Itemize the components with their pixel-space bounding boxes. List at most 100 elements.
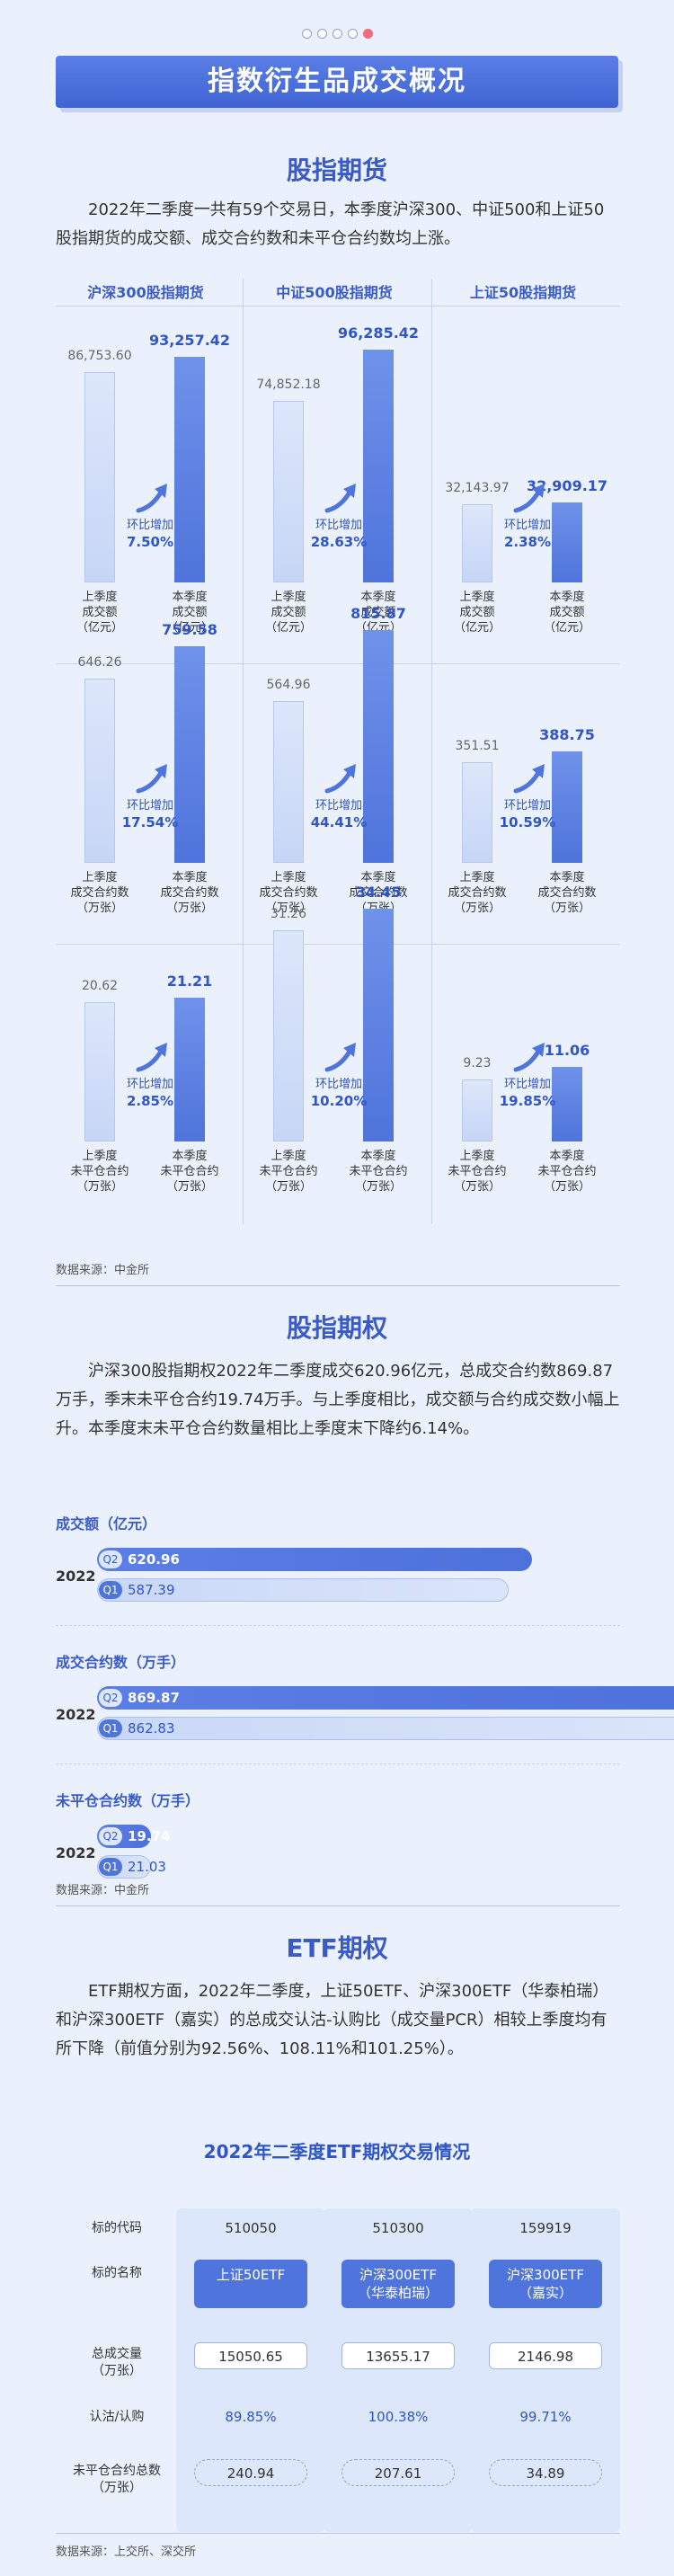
bar-previous-quarter xyxy=(273,930,304,1141)
bar-current-quarter xyxy=(552,751,582,863)
etf-row-label: 总成交量 （万张） xyxy=(92,2347,142,2378)
page-dot[interactable] xyxy=(332,29,342,39)
growth-label: 环比增加 xyxy=(126,799,173,813)
growth-arrow-icon xyxy=(324,764,356,794)
bar-value-current: 32,909.17 xyxy=(526,477,608,494)
bar-label-previous: 上季度 未平仓合约 （万张） xyxy=(259,1150,318,1194)
bar-label-previous: 上季度 未平仓合约 （万张） xyxy=(70,1150,129,1194)
growth-label: 环比增加 xyxy=(503,1078,551,1091)
bar-value-previous: 20.62 xyxy=(81,979,119,993)
bar-current-quarter xyxy=(174,357,205,582)
bar-label-current: 本季度 未平仓合约 （万张） xyxy=(537,1150,597,1194)
options-year-label: 2022 xyxy=(56,1568,96,1585)
etf-source: 数据来源：上交所、深交所 xyxy=(56,2545,197,2559)
growth-rate: 环比增加 2.38% xyxy=(496,518,559,552)
bar-previous-quarter xyxy=(84,1002,115,1141)
grid-line xyxy=(243,279,244,1224)
bar-label-current: 本季度 成交额 （亿元） xyxy=(165,591,213,635)
etf-pc-ratio: 99.71% xyxy=(519,2409,572,2425)
growth-label: 环比增加 xyxy=(503,519,551,532)
options-bar-value: 862.83 xyxy=(128,1720,175,1737)
futures-title: 股指期货 xyxy=(286,155,387,185)
growth-rate: 环比增加 17.54% xyxy=(119,798,182,832)
bar-current-quarter xyxy=(174,646,205,863)
growth-label: 环比增加 xyxy=(126,1078,173,1091)
bar-current-quarter xyxy=(363,630,394,863)
etf-code: 159919 xyxy=(519,2220,572,2236)
options-year-label: 2022 xyxy=(56,1844,96,1861)
etf-table-title: 2022年二季度ETF期权交易情况 xyxy=(203,2141,471,2163)
bar-value-previous: 74,852.18 xyxy=(256,378,321,392)
bar-value-current: 815.87 xyxy=(350,605,406,622)
etf-volume: 13655.17 xyxy=(341,2342,455,2369)
bar-value-current: 93,257.42 xyxy=(148,332,231,349)
grid-line xyxy=(56,1763,620,1764)
bar-label-previous: 上季度 成交额 （亿元） xyxy=(75,591,123,635)
etf-volume: 15050.65 xyxy=(194,2342,307,2369)
page-indicator xyxy=(0,25,674,42)
etf-row-label: 标的名称 xyxy=(92,2266,142,2280)
bar-label-current: 本季度成交合约数（万张） xyxy=(537,871,597,915)
futures-column-header: 中证500股指期货 xyxy=(276,284,393,301)
growth-value: 2.38% xyxy=(503,534,552,550)
options-intro: 沪深300股指期权2022年二季度成交620.96亿元，总成交合约数869.87… xyxy=(56,1362,620,1438)
etf-row-label: 标的代码 xyxy=(92,2221,142,2235)
page-dot-active[interactable] xyxy=(362,29,373,39)
page-dot[interactable] xyxy=(347,29,358,39)
growth-rate: 环比增加 28.63% xyxy=(307,518,370,552)
section-divider xyxy=(56,1285,620,1286)
bar-current-quarter xyxy=(174,998,205,1141)
options-bar-value: 869.87 xyxy=(128,1690,180,1706)
growth-rate: 环比增加 7.50% xyxy=(119,518,182,552)
options-chart-title: 成交额（亿元） xyxy=(56,1515,157,1532)
bar-label-previous: 上季度 成交合约数 （万张） xyxy=(70,871,129,915)
bar-value-previous: 564.96 xyxy=(266,678,311,692)
bar-value-current: 21.21 xyxy=(166,973,213,990)
bar-value-previous: 9.23 xyxy=(463,1056,492,1070)
growth-arrow-icon xyxy=(136,764,167,794)
options-year-label: 2022 xyxy=(56,1706,96,1723)
bar-value-previous: 31.26 xyxy=(270,907,307,921)
etf-name: 沪深300ETF （嘉实） xyxy=(489,2260,602,2308)
growth-rate: 环比增加 10.59% xyxy=(496,798,559,832)
futures-column-header: 沪深300股指期货 xyxy=(87,284,204,301)
growth-arrow-icon xyxy=(324,484,356,513)
bar-previous-quarter xyxy=(84,679,115,863)
options-bar xyxy=(97,1717,674,1740)
bar-previous-quarter xyxy=(462,504,492,582)
bar-value-previous: 351.51 xyxy=(455,739,500,753)
quarter-tag: Q1 xyxy=(99,1719,122,1737)
growth-label: 环比增加 xyxy=(315,519,362,532)
growth-arrow-icon xyxy=(136,484,167,513)
growth-arrow-icon xyxy=(324,1043,356,1072)
growth-value: 2.85% xyxy=(126,1093,174,1109)
etf-pc-ratio: 100.38% xyxy=(368,2409,429,2425)
growth-rate: 环比增加 2.85% xyxy=(119,1077,182,1111)
growth-value: 10.20% xyxy=(310,1093,368,1109)
etf-code: 510050 xyxy=(225,2220,277,2236)
bar-value-previous: 86,753.60 xyxy=(67,349,132,363)
bar-previous-quarter xyxy=(273,401,304,582)
page-dot[interactable] xyxy=(301,29,312,39)
etf-code: 510300 xyxy=(372,2220,424,2236)
options-bar-value: 21.03 xyxy=(128,1859,166,1875)
etf-open-interest: 240.94 xyxy=(194,2459,307,2486)
options-bar-value: 620.96 xyxy=(128,1551,180,1568)
bar-value-current: 34.45 xyxy=(355,884,402,901)
grid-line xyxy=(56,944,620,945)
bar-label-current: 本季度 未平仓合约 （万张） xyxy=(160,1150,219,1194)
growth-value: 7.50% xyxy=(126,534,174,550)
growth-label: 环比增加 xyxy=(315,1078,362,1091)
bar-label-current: 本季度 未平仓合约 （万张） xyxy=(349,1150,408,1194)
bar-label-previous: 上季度 成交合约数 （万张） xyxy=(448,871,507,915)
page-dot[interactable] xyxy=(316,29,327,39)
etf-intro: ETF期权方面，2022年二季度，上证50ETF、沪深300ETF（华泰柏瑞）和… xyxy=(56,1982,609,2058)
bar-label-previous: 上季度 成交合约数 （万张） xyxy=(259,871,318,915)
bar-value-current: 96,285.42 xyxy=(337,324,420,342)
growth-arrow-icon xyxy=(513,484,545,513)
quarter-tag: Q2 xyxy=(99,1827,122,1845)
etf-open-interest: 207.61 xyxy=(341,2459,455,2486)
bar-label-previous: 上季度 成交额 （亿元） xyxy=(453,591,501,635)
options-chart-title: 成交合约数（万手） xyxy=(56,1654,186,1671)
page-title: 指数衍生品成交概况 xyxy=(56,56,618,108)
